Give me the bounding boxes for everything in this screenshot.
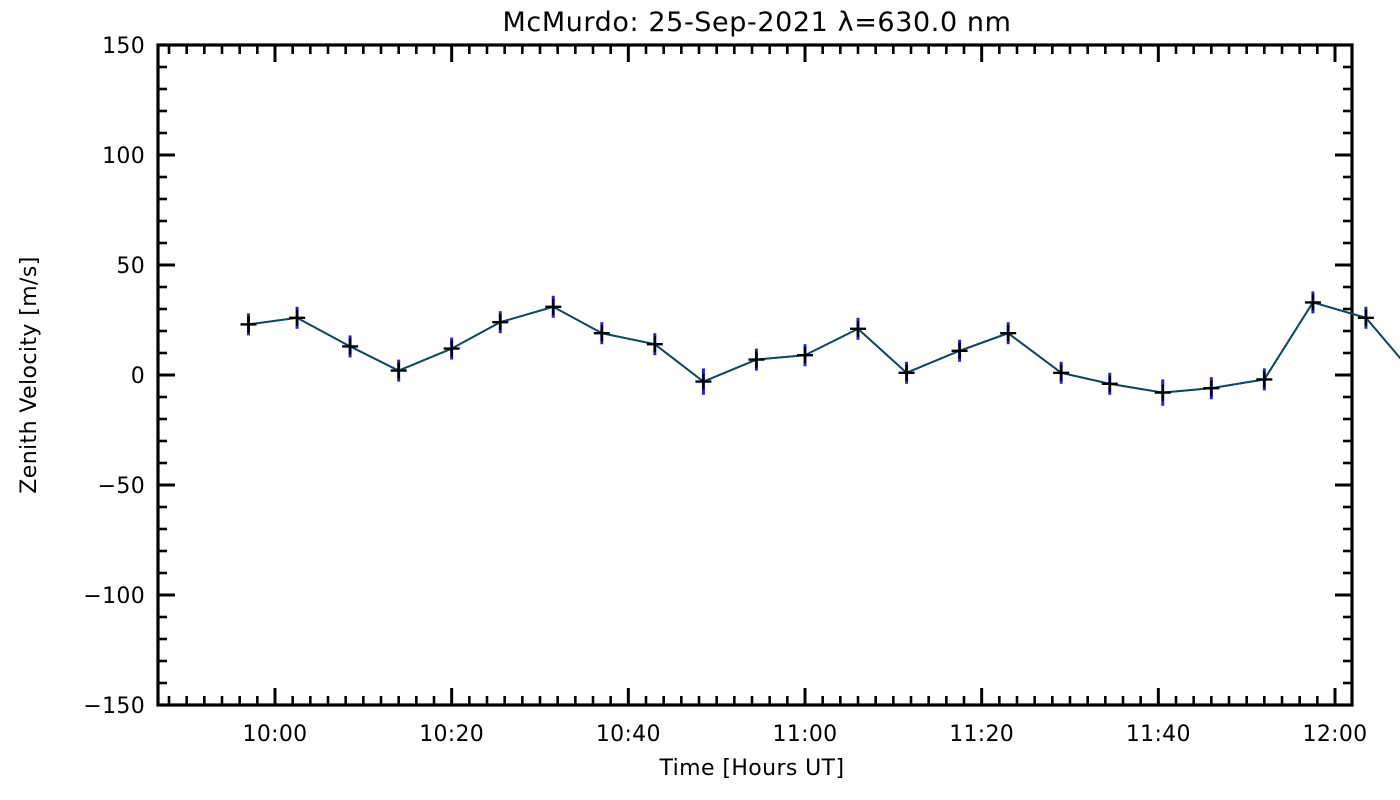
x-tick-label: 10:40 xyxy=(596,722,661,747)
x-axis-title: Time [Hours UT] xyxy=(659,756,845,781)
data-point-marker xyxy=(898,364,915,381)
y-tick-label: −150 xyxy=(83,694,145,719)
data-point-marker xyxy=(289,309,306,326)
x-tick-label: 11:20 xyxy=(949,722,1014,747)
x-tick-label: 10:20 xyxy=(419,722,484,747)
data-point-marker xyxy=(1101,375,1118,392)
data-point-marker xyxy=(646,336,663,353)
data-point-marker xyxy=(342,338,359,355)
data-series-layer xyxy=(240,291,1400,406)
data-point-marker xyxy=(1357,309,1374,326)
y-axis-title: Zenith Velocity [m/s] xyxy=(17,256,42,493)
x-tick-label: 11:00 xyxy=(773,722,838,747)
data-point-marker xyxy=(593,325,610,342)
data-point-marker xyxy=(1304,294,1321,311)
data-point-marker xyxy=(951,342,968,359)
data-point-marker xyxy=(1154,384,1171,401)
data-point-marker xyxy=(797,347,813,364)
data-point-marker xyxy=(492,314,509,331)
y-tick-label: 100 xyxy=(102,144,145,169)
data-point-marker xyxy=(1053,364,1070,381)
axis-tick-labels: 10:00 10:20 10:40 11:00 11:20 11:40 12:00 150 10… xyxy=(83,34,1367,747)
x-tick-label: 10:00 xyxy=(243,722,308,747)
data-point-marker xyxy=(1256,371,1273,388)
y-tick-label: 50 xyxy=(116,254,145,279)
data-point-marker xyxy=(390,362,407,379)
y-tick-label: −50 xyxy=(98,474,145,499)
data-point-marker xyxy=(545,298,562,315)
data-point-marker xyxy=(1000,325,1017,342)
data-point-marker xyxy=(850,320,866,337)
x-tick-label: 12:00 xyxy=(1303,722,1368,747)
data-point-marker xyxy=(1203,380,1220,397)
y-tick-label: 0 xyxy=(131,364,145,389)
data-point-marker xyxy=(748,351,765,368)
y-tick-label: 150 xyxy=(102,34,145,59)
data-point-marker xyxy=(443,340,460,357)
x-tick-label: 11:40 xyxy=(1126,722,1191,747)
y-tick-label: −100 xyxy=(83,584,145,609)
plot-frame xyxy=(156,43,1354,707)
data-line-full xyxy=(247,301,1400,394)
data-point-marker xyxy=(695,373,712,390)
chart-title: McMurdo: 25-Sep-2021 λ=630.0 nm xyxy=(502,7,1011,38)
data-point-marker xyxy=(240,316,257,333)
